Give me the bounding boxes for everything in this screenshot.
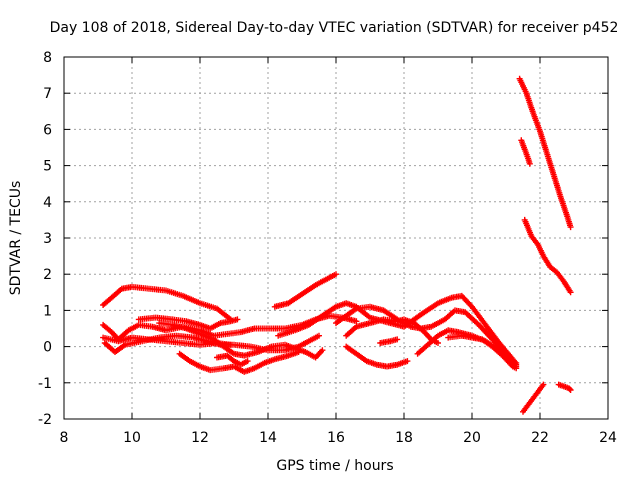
x-tick-label: 24 <box>599 430 617 446</box>
y-tick-label: 7 <box>43 86 52 102</box>
series-track-14 <box>377 336 401 346</box>
series-track-5 <box>135 314 241 332</box>
chart-title: Day 108 of 2018, Sidereal Day-to-day VTE… <box>50 20 619 36</box>
plus-markers <box>100 283 234 323</box>
plus-markers <box>521 216 574 296</box>
plus-markers <box>176 349 302 375</box>
y-tick-label: 1 <box>43 303 52 319</box>
series-track-6 <box>156 320 326 361</box>
y-tick-label: -1 <box>38 376 52 392</box>
series-track-17 <box>516 75 574 231</box>
x-tick-label: 10 <box>123 430 141 446</box>
y-axis-label: SDTVAR / TECUs <box>8 181 24 296</box>
series-track-21 <box>555 381 574 393</box>
x-tick-label: 16 <box>327 430 345 446</box>
plus-markers <box>518 137 533 167</box>
x-tick-label: 22 <box>531 430 549 446</box>
plus-markers <box>555 381 574 393</box>
y-tick-label: 5 <box>43 159 52 175</box>
y-tick-label: 2 <box>43 267 52 283</box>
x-tick-label: 14 <box>259 430 277 446</box>
plus-markers <box>377 336 401 346</box>
series-track-13 <box>343 343 411 370</box>
x-axis-label: GPS time / hours <box>276 458 393 474</box>
plus-markers <box>156 320 326 361</box>
y-tick-label: 0 <box>43 340 52 356</box>
grid <box>64 57 608 419</box>
x-tick-label: 20 <box>463 430 481 446</box>
y-tick-label: 3 <box>43 231 52 247</box>
plus-markers <box>214 352 251 368</box>
plus-markers <box>445 332 520 372</box>
plus-markers <box>271 271 339 310</box>
y-tick-label: -2 <box>38 412 52 428</box>
x-tick-label: 12 <box>191 430 209 446</box>
y-tick-label: 8 <box>43 50 52 66</box>
series-track-20 <box>520 381 547 415</box>
series-track-8 <box>214 352 251 368</box>
data-series <box>100 75 574 415</box>
plus-markers <box>520 381 547 415</box>
series-track-9 <box>271 271 339 310</box>
series-track-10 <box>275 292 520 370</box>
plus-markers <box>516 75 574 231</box>
y-tick-label: 6 <box>43 122 52 138</box>
x-tick-label: 18 <box>395 430 413 446</box>
x-tick-label: 8 <box>60 430 69 446</box>
plus-markers <box>135 314 241 332</box>
series-track-19 <box>521 216 574 296</box>
series-track-16 <box>445 332 520 372</box>
series-track-7 <box>176 349 302 375</box>
plus-markers <box>275 292 520 370</box>
series-track-12 <box>343 316 441 346</box>
y-tick-label: 4 <box>43 195 52 211</box>
plus-markers <box>343 316 441 346</box>
series-track-18 <box>518 137 533 167</box>
series-track-1 <box>100 283 234 323</box>
plus-markers <box>343 343 411 370</box>
